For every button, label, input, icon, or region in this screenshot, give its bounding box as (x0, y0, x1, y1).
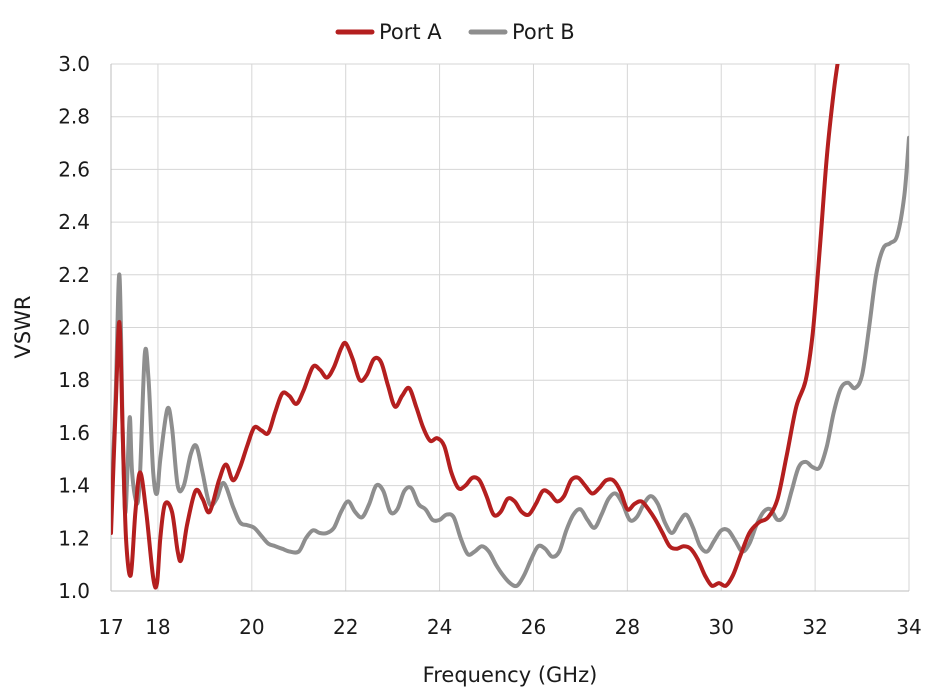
y-tick-label: 1.2 (58, 526, 90, 550)
legend-item-port-b[interactable]: Port B (468, 20, 575, 44)
x-tick-labels: 17 18 20 22 24 26 28 30 32 34 (98, 615, 921, 639)
x-tick-label: 28 (615, 615, 640, 639)
y-tick-label: 2.6 (58, 157, 90, 181)
y-tick-label: 2.8 (58, 105, 90, 129)
legend-item-port-a[interactable]: Port A (335, 20, 442, 44)
x-tick-label: 18 (145, 615, 170, 639)
y-tick-label: 3.0 (58, 52, 90, 76)
x-tick-label: 24 (427, 615, 452, 639)
series-layer (111, 64, 909, 590)
x-tick-label: 20 (239, 615, 264, 639)
y-tick-label: 2.0 (58, 316, 90, 340)
gridlines (110, 63, 910, 592)
x-axis-title: Frequency (GHz) (423, 663, 598, 687)
y-tick-label: 1.4 (58, 474, 90, 498)
y-tick-label: 1.6 (58, 421, 90, 445)
series-line-port-b (111, 135, 909, 589)
legend-label-port-b: Port B (512, 20, 575, 44)
y-tick-label: 1.0 (58, 579, 90, 603)
x-tick-label: 32 (802, 615, 827, 639)
legend-label-port-a: Port A (379, 20, 442, 44)
x-tick-label: 17 (98, 615, 123, 639)
x-tick-label: 26 (521, 615, 546, 639)
y-tick-label: 2.2 (58, 263, 90, 287)
legend: Port A Port B (335, 20, 575, 44)
y-tick-label: 2.4 (58, 210, 90, 234)
y-axis-title: VSWR (11, 295, 35, 358)
x-tick-label: 30 (709, 615, 734, 639)
y-tick-labels: 1.0 1.2 1.4 1.6 1.8 2.0 2.2 2.4 2.6 2.8 3.0 (58, 52, 90, 603)
y-tick-label: 1.8 (58, 368, 90, 392)
series-line-port-a (111, 64, 840, 590)
x-tick-label: 22 (333, 615, 358, 639)
x-tick-label: 34 (896, 615, 921, 639)
